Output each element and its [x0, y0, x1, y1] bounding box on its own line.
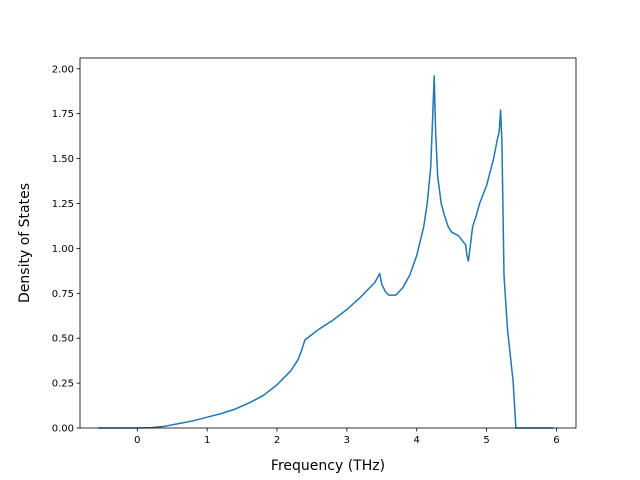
y-tick-label: 1.75 — [52, 109, 74, 120]
x-axis-label: Frequency (THz) — [271, 458, 385, 474]
x-tick-label: 1 — [204, 435, 210, 446]
x-tick-label: 5 — [483, 435, 489, 446]
y-tick-label: 0.50 — [52, 334, 74, 345]
y-axis-ticks: 0.00 0.25 0.50 0.75 1.00 1.25 1.50 1.75 2.00 — [52, 64, 80, 435]
y-tick-label: 1.00 — [52, 244, 74, 255]
x-tick-label: 3 — [344, 435, 350, 446]
dos-series-line — [98, 75, 554, 429]
y-axis-label: Density of States — [17, 183, 33, 303]
y-tick-label: 2.00 — [52, 64, 74, 75]
y-tick-label: 1.25 — [52, 199, 74, 210]
y-tick-label: 0.25 — [52, 379, 74, 390]
x-tick-label: 0 — [134, 435, 140, 446]
y-tick-label: 1.50 — [52, 154, 74, 165]
x-tick-label: 2 — [274, 435, 280, 446]
y-tick-label: 0.75 — [52, 289, 74, 300]
plot-area-frame — [79, 57, 577, 429]
x-tick-label: 6 — [553, 435, 559, 446]
y-tick-label: 0.00 — [52, 424, 74, 435]
x-tick-label: 4 — [414, 435, 420, 446]
x-axis-ticks: 0 1 2 3 4 5 6 — [134, 428, 560, 446]
